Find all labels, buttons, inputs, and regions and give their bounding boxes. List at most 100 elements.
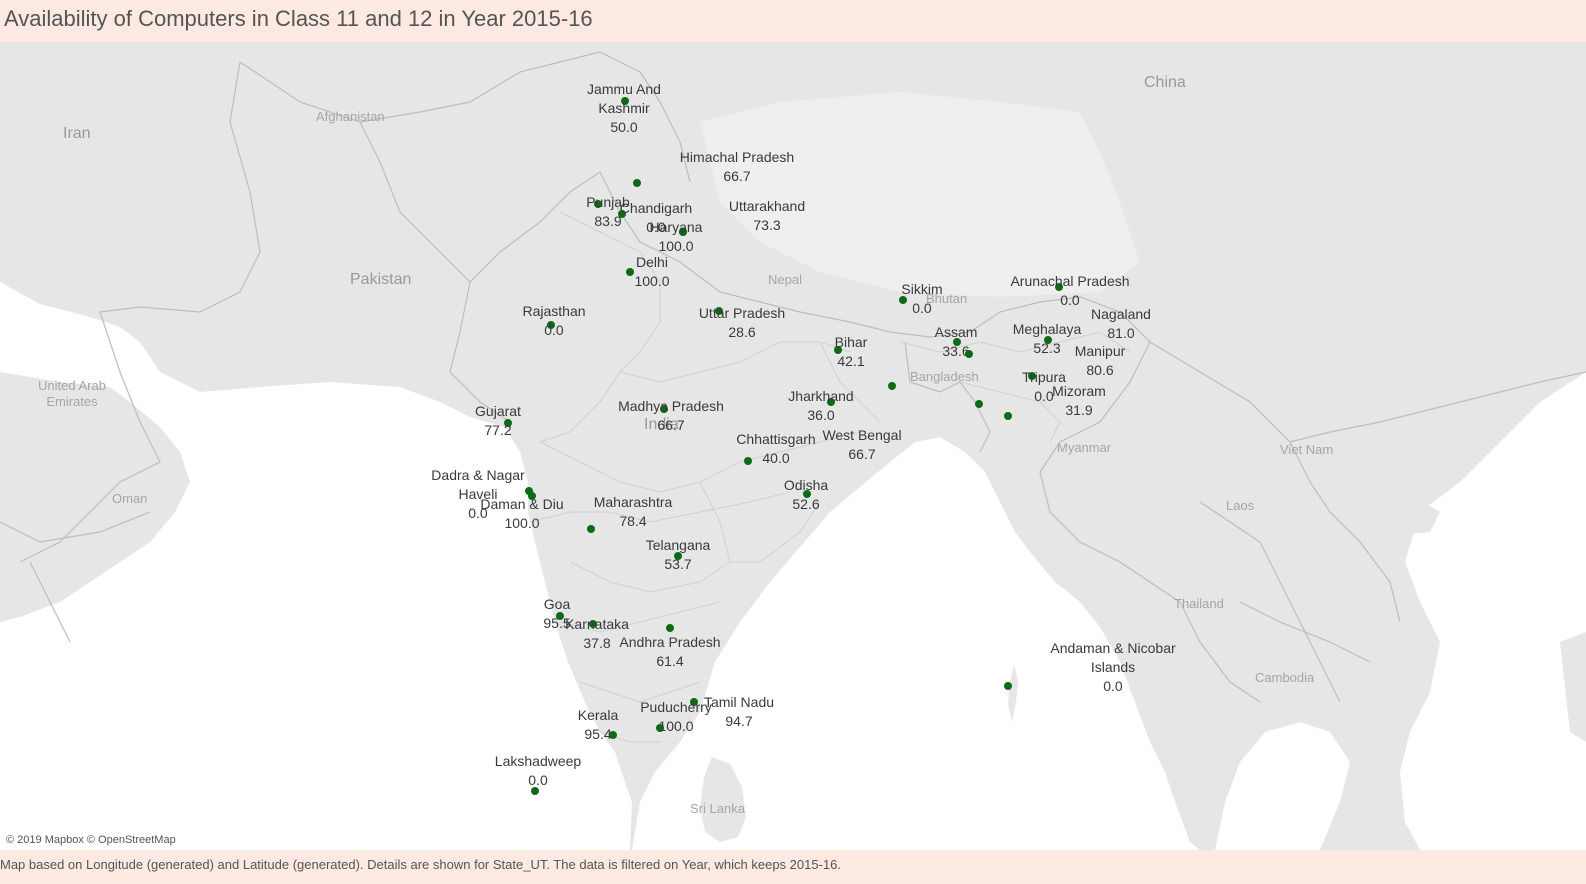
state-label-jharkhand: Jharkhand 36.0 (788, 387, 853, 425)
state-label-odisha: Odisha 52.6 (784, 476, 828, 514)
footer-bar (0, 850, 1586, 884)
state-marker-jharkhand[interactable] (827, 398, 835, 406)
state-value: 0.0 (544, 322, 564, 338)
state-value: 83.9 (594, 213, 622, 229)
state-name: Andaman & Nicobar (1050, 640, 1176, 656)
state-name: Rajasthan (522, 303, 586, 319)
state-marker-lakshadweep[interactable] (531, 787, 539, 795)
map-area[interactable]: Iran Afghanistan Pakistan China Nepal Bh… (0, 42, 1586, 850)
state-value: 0.0 (528, 772, 548, 788)
state-label-tamil-nadu: Tamil Nadu 94.7 (704, 693, 774, 731)
state-marker-daman-diu[interactable] (528, 492, 536, 500)
state-name: Meghalaya (1012, 321, 1082, 337)
state-name: Arunachal Pradesh (1010, 273, 1130, 289)
state-label-karnataka: Karnataka 37.8 (565, 615, 629, 653)
state-marker-jammu-and-kashmir[interactable] (621, 97, 629, 105)
state-marker-tripura[interactable] (1028, 372, 1036, 380)
state-marker-west-bengal[interactable] (888, 382, 896, 390)
state-marker-mizoram[interactable] (1004, 412, 1012, 420)
state-marker-andhra-pradesh[interactable] (666, 624, 674, 632)
state-value: 61.4 (656, 653, 684, 669)
state-marker-telangana[interactable] (674, 552, 682, 560)
state-name: Nagaland (1091, 306, 1151, 322)
country-label-thailand: Thailand (1174, 596, 1224, 611)
state-name: Jharkhand (788, 388, 854, 404)
country-label-laos: Laos (1226, 498, 1255, 513)
state-name: Karnataka (565, 616, 629, 632)
state-marker-uttar-pradesh[interactable] (715, 307, 723, 315)
state-value: 0.0 (1103, 678, 1123, 694)
state-marker-bihar[interactable] (834, 346, 842, 354)
state-marker-karnataka[interactable] (589, 620, 597, 628)
state-marker-madhya-pradesh[interactable] (660, 405, 668, 413)
state-label-bihar: Bihar 42.1 (835, 333, 868, 371)
country-label-uae: United Arab Emirates (38, 378, 106, 409)
state-label-andhra-pradesh: Andhra Pradesh 61.4 (619, 633, 720, 671)
state-name: Chhattisgarh (736, 431, 816, 447)
state-label-jammu-and-kashmir: Jammu And Kashmir 50.0 (587, 80, 661, 137)
state-marker-tamil-nadu[interactable] (690, 698, 698, 706)
state-value: 73.3 (753, 217, 781, 233)
state-value: 95.5 (543, 615, 571, 631)
state-marker-meghalaya[interactable] (965, 350, 973, 358)
state-name: Kerala (577, 707, 619, 723)
state-name: Haryana (649, 219, 703, 235)
state-name: Maharashtra (593, 494, 673, 510)
state-value: 95.4 (584, 726, 612, 742)
country-label-myanmar: Myanmar (1057, 440, 1112, 455)
state-name: Daman & Diu (480, 496, 564, 512)
state-marker-haryana[interactable] (679, 228, 687, 236)
state-marker-rajasthan[interactable] (547, 321, 555, 329)
state-label-uttarakhand: Uttarakhand 73.3 (729, 197, 805, 235)
state-marker-manipur[interactable] (975, 400, 983, 408)
state-value: 80.6 (1086, 362, 1114, 378)
state-label-uttar-pradesh: Uttar Pradesh 28.6 (699, 304, 785, 342)
state-value: 37.8 (583, 635, 611, 651)
state-marker-chandigarh[interactable] (618, 210, 626, 218)
state-marker-andaman-nicobar-islands[interactable] (1004, 682, 1012, 690)
page-title: Availability of Computers in Class 11 an… (4, 6, 593, 31)
state-name: Puducherry (640, 699, 712, 715)
state-marker-chhattisgarh[interactable] (744, 457, 752, 465)
bay-of-bengal (632, 437, 1200, 850)
state-marker-arunachal-pradesh[interactable] (1055, 283, 1063, 291)
state-marker-delhi[interactable] (626, 268, 634, 276)
state-label-madhya-pradesh: Madhya Pradesh 66.7 (618, 397, 724, 435)
state-name: Assam (934, 324, 978, 340)
state-marker-goa[interactable] (556, 612, 564, 620)
state-marker-maharashtra[interactable] (587, 525, 595, 533)
state-label-assam: Assam 33.6 (935, 323, 978, 361)
state-marker-himachal-pradesh[interactable] (633, 179, 641, 187)
state-name: Delhi (636, 254, 668, 270)
state-marker-punjab[interactable] (594, 200, 602, 208)
state-name: Tripura (1022, 369, 1066, 385)
gulf-water (0, 312, 110, 382)
map-attribution[interactable]: © 2019 Mapbox © OpenStreetMap (6, 834, 176, 846)
country-label-vietnam: Viet Nam (1280, 442, 1334, 457)
andaman-land (1008, 664, 1018, 722)
country-label-bhutan: Bhutan (926, 291, 968, 306)
state-borders (529, 211, 1131, 743)
state-value: 0.0 (468, 505, 488, 521)
state-label-chhattisgarh: Chhattisgarh 40.0 (736, 430, 815, 468)
state-marker-assam[interactable] (953, 338, 961, 346)
state-marker-nagaland[interactable] (1044, 336, 1052, 344)
state-label-andaman-nicobar-islands: Andaman & Nicobar Islands 0.0 (1050, 639, 1175, 696)
state-marker-gujarat[interactable] (504, 419, 512, 427)
state-label-gujarat: Gujarat 77.2 (475, 402, 521, 440)
state-value: 100.0 (634, 273, 670, 289)
state-marker-sikkim[interactable] (899, 296, 907, 304)
country-label-oman: Oman (112, 491, 148, 506)
state-marker-odisha[interactable] (803, 490, 811, 498)
state-value: 0.0 (646, 219, 666, 235)
state-marker-puducherry[interactable] (656, 724, 664, 732)
state-label-tripura: Tripura 0.0 (1022, 368, 1066, 406)
state-label-delhi: Delhi 100.0 (634, 253, 669, 291)
state-label-puducherry: Puducherry 100.0 (640, 698, 712, 736)
country-label-nepal: Nepal (768, 272, 802, 287)
country-label-bangladesh: Bangladesh (910, 369, 979, 384)
state-label-goa: Goa 95.5 (543, 595, 570, 633)
state-marker-dadra-nagar-haveli[interactable] (525, 487, 533, 495)
country-label-china: China (1144, 74, 1186, 91)
state-marker-kerala[interactable] (609, 731, 617, 739)
